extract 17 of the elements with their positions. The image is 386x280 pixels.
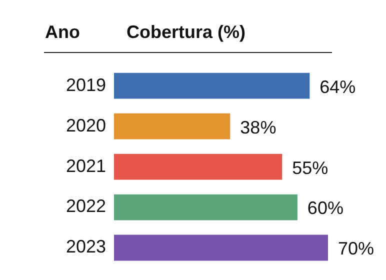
chart-title: Cobertura (%): [126, 22, 246, 42]
y-axis-title: Ano: [45, 22, 80, 42]
bar: [114, 234, 328, 261]
data-label: 70%: [338, 238, 374, 259]
y-tick-label: 2019: [66, 74, 106, 95]
data-label: 38%: [240, 117, 276, 138]
y-tick-label: 2022: [66, 196, 106, 216]
bar: [114, 72, 310, 99]
bar: [114, 113, 230, 140]
data-label: 64%: [320, 76, 356, 97]
data-label: 60%: [307, 198, 344, 218]
y-tick-label: 2020: [66, 115, 106, 136]
bar: [114, 154, 282, 180]
y-tick-label: 2023: [66, 236, 106, 257]
data-label: 55%: [292, 158, 328, 178]
bar: [114, 194, 298, 220]
y-tick-label: 2021: [66, 156, 106, 176]
